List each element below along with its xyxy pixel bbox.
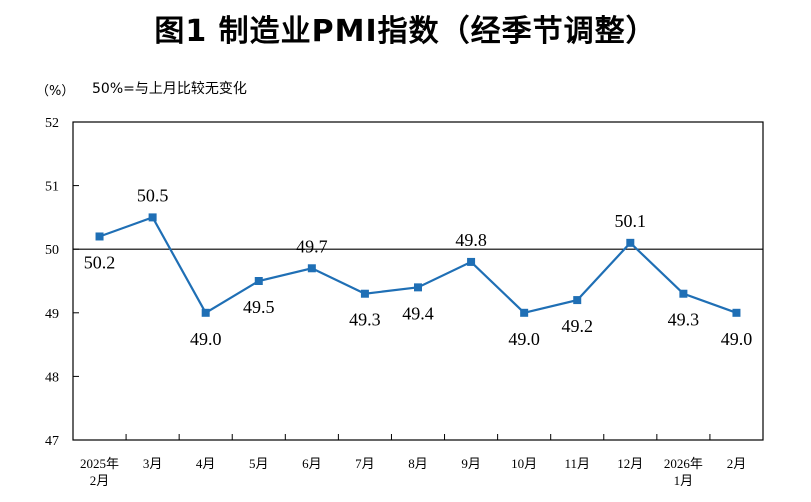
data-label: 49.8 <box>455 230 487 250</box>
x-tick-label: 2月 <box>90 473 110 488</box>
data-label: 49.3 <box>349 310 381 330</box>
data-point <box>148 213 157 222</box>
x-tick-label: 5月 <box>249 456 269 471</box>
data-label: 49.0 <box>721 329 753 349</box>
data-point <box>679 289 688 298</box>
data-label: 49.2 <box>561 316 593 336</box>
chart-title: 图1 制造业PMI指数（经季节调整） <box>154 14 657 49</box>
x-tick-label: 8月 <box>408 456 428 471</box>
y-tick-label: 47 <box>45 434 59 449</box>
data-label: 50.5 <box>137 185 169 205</box>
unit-label: （%） <box>36 84 75 99</box>
data-point <box>95 232 104 241</box>
x-tick-label: 12月 <box>617 456 643 471</box>
y-tick-label: 49 <box>45 307 59 322</box>
y-tick-label: 51 <box>45 180 59 195</box>
data-label: 49.0 <box>508 329 540 349</box>
x-tick-label: 10月 <box>511 456 537 471</box>
series-line <box>99 216 737 315</box>
x-tick-label: 2025年 <box>80 456 119 471</box>
data-label: 49.0 <box>190 329 222 349</box>
data-point <box>254 277 263 285</box>
plot-area <box>72 121 764 441</box>
data-point <box>414 283 422 292</box>
data-point <box>307 264 316 273</box>
data-point <box>732 308 741 317</box>
data-label: 49.3 <box>668 310 700 330</box>
x-tick-label: 9月 <box>461 456 481 471</box>
data-point <box>520 308 529 317</box>
reference-note: 50%=与上月比较无变化 <box>92 81 247 97</box>
data-label: 49.4 <box>402 303 434 323</box>
data-point <box>201 308 210 317</box>
data-label: 49.7 <box>296 236 328 256</box>
x-tick-label: 3月 <box>143 456 163 471</box>
x-tick-label: 4月 <box>196 456 216 471</box>
data-point <box>626 238 635 247</box>
x-tick-label: 2月 <box>727 456 747 471</box>
data-point <box>360 289 369 298</box>
x-tick-label: 11月 <box>564 456 590 471</box>
y-tick-label: 52 <box>45 116 59 131</box>
x-tick-label: 6月 <box>302 456 322 471</box>
x-tick-label: 7月 <box>355 456 375 471</box>
data-point <box>467 257 476 266</box>
data-label: 50.1 <box>615 211 647 231</box>
data-point <box>573 296 582 305</box>
data-label: 50.2 <box>84 252 116 272</box>
x-tick-label: 2026年 <box>664 456 703 471</box>
y-tick-label: 48 <box>45 370 59 385</box>
data-label: 49.5 <box>243 297 275 317</box>
y-tick-label: 50 <box>45 243 59 258</box>
x-tick-label: 1月 <box>674 473 694 488</box>
